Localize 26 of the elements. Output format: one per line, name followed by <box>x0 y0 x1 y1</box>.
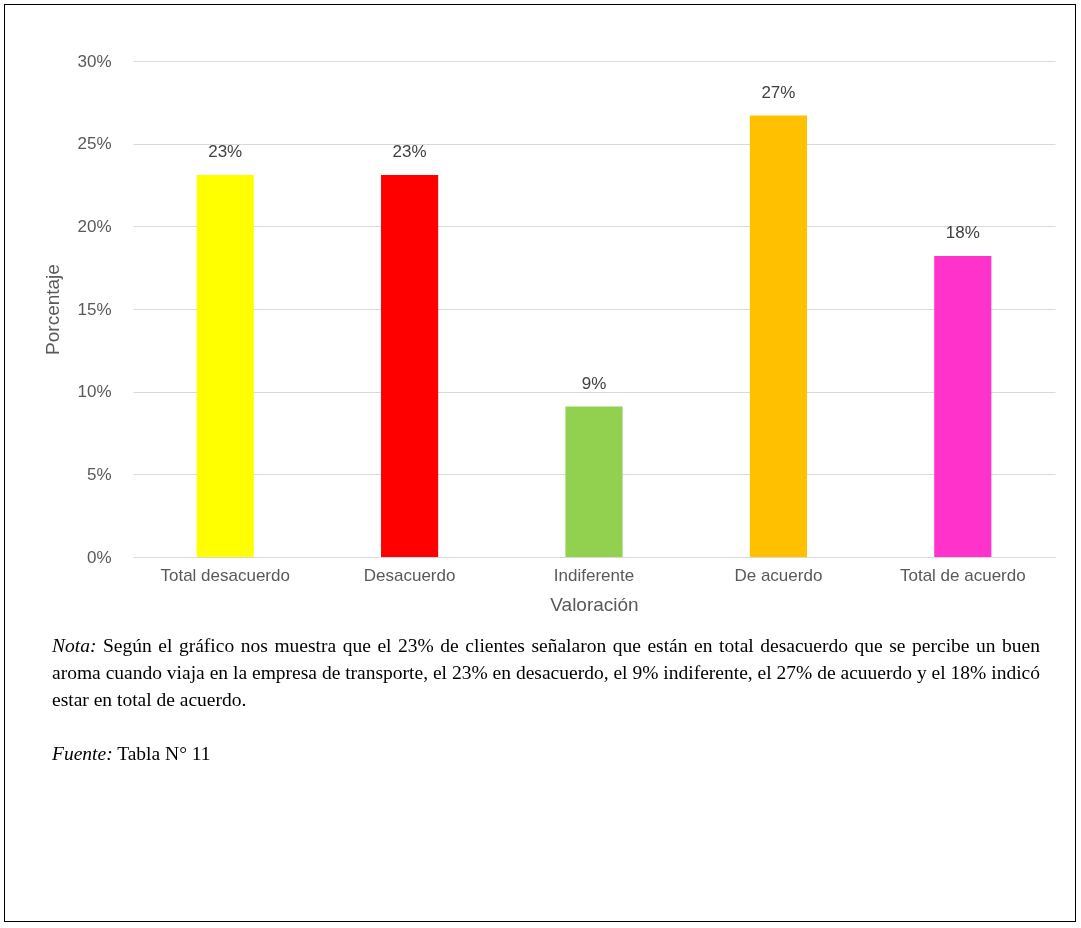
bar <box>196 175 254 557</box>
bar <box>934 256 992 557</box>
y-tick-label: 0% <box>86 547 112 567</box>
data-label: 23% <box>392 142 427 162</box>
x-tick-label: Total de acuerdo <box>899 565 1026 585</box>
data-label: 18% <box>945 223 980 243</box>
x-tick-label: Desacuerdo <box>363 565 456 585</box>
y-tick-label: 15% <box>77 299 112 319</box>
x-axis-title: Valoración <box>550 593 639 615</box>
data-label: 9% <box>581 373 607 393</box>
source-note: Fuente: Tabla N° 11 <box>52 742 212 766</box>
data-label: 27% <box>761 82 796 102</box>
bar <box>381 175 439 557</box>
y-axis-title: Porcentaje <box>42 264 64 355</box>
data-label: 23% <box>208 142 243 162</box>
y-tick-label: 5% <box>86 464 112 484</box>
x-tick-label: Total desacuerdo <box>160 565 290 585</box>
y-tick-label: 25% <box>77 134 112 154</box>
text: Nota: Según el gráfico nos muestra que el 23% de clientes señalaron que están en total desacuerdo que se percibe un buen aroma cuando viaja en la empresa de transporte, el 23% en desacuerdo, el 9% indiferente, el 27% de acuuerdo y el 18% indicó estar en total de acuerdo. <box>52 634 1040 712</box>
y-tick-label: 20% <box>77 216 112 236</box>
y-tick-label: 10% <box>77 382 112 402</box>
x-tick-label: De acuerdo <box>734 565 823 585</box>
bar <box>749 115 807 557</box>
y-tick-label: 30% <box>77 51 112 71</box>
x-tick-label: Indiferente <box>553 565 635 585</box>
bar <box>565 406 623 557</box>
